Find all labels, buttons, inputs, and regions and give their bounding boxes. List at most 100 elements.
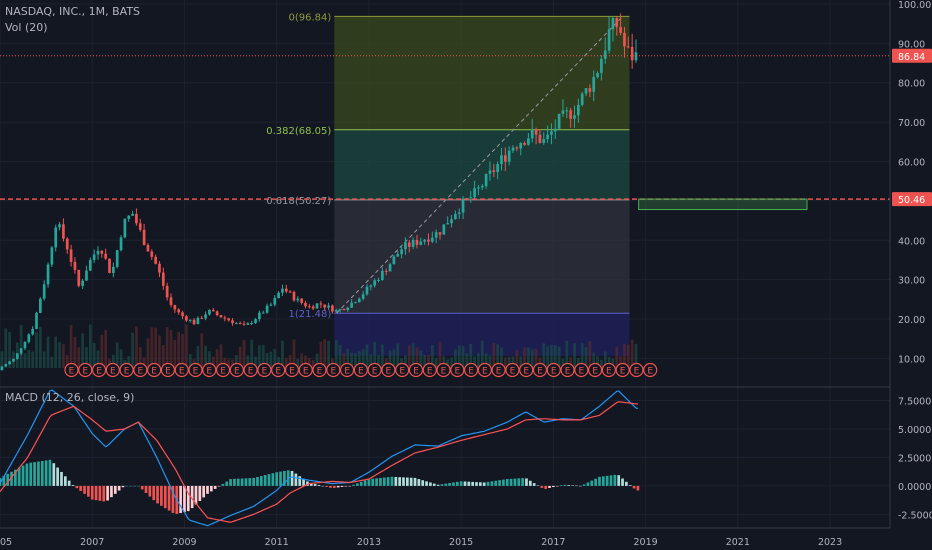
macd-histogram-bar xyxy=(113,485,117,494)
candle-body xyxy=(219,315,223,318)
volume-bar xyxy=(304,355,307,368)
macd-histogram-bar xyxy=(98,485,102,501)
candle-body xyxy=(58,224,61,228)
volume-bar xyxy=(446,359,450,368)
volume-bar xyxy=(450,357,453,368)
time-tick-label: 2015 xyxy=(449,537,473,548)
time-tick-label: 2009 xyxy=(172,537,196,548)
macd-histogram-bar xyxy=(17,467,21,486)
candle-body xyxy=(519,143,523,149)
price-tick-label: 60.00 xyxy=(898,157,925,168)
volume-bar xyxy=(338,345,342,368)
macd-histogram-bar xyxy=(548,485,551,488)
earnings-marker-label: E xyxy=(151,367,157,377)
macd-histogram-bar xyxy=(313,483,317,486)
earnings-marker-label: E xyxy=(413,367,419,377)
volume-bar xyxy=(404,355,407,368)
earnings-marker-label: E xyxy=(96,367,102,377)
candle-body xyxy=(623,32,626,47)
earnings-marker-label: E xyxy=(647,367,653,377)
earnings-marker xyxy=(587,362,603,378)
macd-histogram-bar xyxy=(390,476,394,486)
candle-body xyxy=(484,173,488,187)
macd-histogram-bar xyxy=(236,478,240,486)
macd-histogram-bar xyxy=(429,482,432,486)
volume-bar xyxy=(284,358,288,368)
candle-body xyxy=(65,238,69,250)
candle-body xyxy=(434,232,438,238)
candle-body xyxy=(265,305,269,313)
earnings-marker xyxy=(312,362,327,378)
macd-histogram-bar xyxy=(140,485,144,490)
volume-bar xyxy=(300,353,304,368)
earnings-marker xyxy=(339,362,355,378)
candle-body xyxy=(592,77,596,92)
earnings-marker-label: E xyxy=(275,367,281,377)
macd-histogram-bar xyxy=(555,485,559,487)
candle-body xyxy=(46,264,50,285)
price-tick-label: 10.00 xyxy=(898,354,925,365)
volume-bar xyxy=(138,347,142,368)
candle-body xyxy=(346,307,350,311)
macd-histogram-bar xyxy=(559,485,563,486)
macd-histogram-bar xyxy=(67,480,71,486)
earnings-marker xyxy=(119,362,134,378)
earnings-marker xyxy=(546,362,561,378)
macd-histogram-bar xyxy=(344,485,348,487)
earnings-marker-label: E xyxy=(344,367,350,377)
volume-bar xyxy=(538,357,542,368)
candle-body xyxy=(246,323,250,325)
macd-histogram-bar xyxy=(183,485,186,513)
candle-body xyxy=(496,164,499,172)
candle-body xyxy=(81,280,84,286)
earnings-marker xyxy=(202,362,217,378)
macd-histogram-bar xyxy=(521,478,524,486)
macd-histogram-bar xyxy=(386,477,390,486)
earnings-marker-label: E xyxy=(330,367,336,377)
candle-body xyxy=(354,302,357,304)
volume-bar xyxy=(119,349,123,368)
macd-histogram-bar xyxy=(609,475,613,486)
macd-histogram-bar xyxy=(225,481,229,486)
candle-body xyxy=(404,242,407,250)
volume-bar xyxy=(204,345,207,368)
volume-bar xyxy=(35,332,38,368)
price-tick-label: 90.00 xyxy=(898,39,925,50)
candle-body xyxy=(415,239,419,245)
macd-histogram-bar xyxy=(56,467,59,486)
candle-body xyxy=(327,305,330,308)
macd-histogram-bar xyxy=(455,481,459,486)
candle-body xyxy=(603,50,607,59)
macd-histogram-bar xyxy=(421,480,425,486)
price-label-tag xyxy=(892,48,932,63)
volume-bar xyxy=(308,358,311,368)
volume-bar xyxy=(242,340,246,368)
macd-histogram-bar xyxy=(71,485,75,486)
candle-body xyxy=(580,93,584,105)
volume-bar xyxy=(173,340,177,368)
volume-bar xyxy=(469,343,473,368)
candle-body xyxy=(423,239,426,242)
volume-bar xyxy=(381,344,384,368)
earnings-marker xyxy=(160,362,176,378)
volume-bar xyxy=(342,353,346,368)
macd-histogram-bar xyxy=(586,482,590,486)
candle-body xyxy=(281,288,284,293)
macd-histogram-bar xyxy=(267,474,271,486)
macd-tick-label: 0.0000 xyxy=(898,482,931,493)
macd-histogram-bar xyxy=(152,485,156,501)
macd-histogram-bar xyxy=(452,482,455,486)
macd-histogram-bar xyxy=(571,485,574,486)
candle-body xyxy=(407,242,411,247)
macd-histogram-bar xyxy=(133,485,136,487)
volume-bar xyxy=(438,341,442,368)
volume-bar xyxy=(150,327,154,368)
price-label-tag xyxy=(892,192,932,207)
chart-overlays[interactable] xyxy=(0,55,890,211)
earnings-marker xyxy=(381,362,396,378)
volume-bar xyxy=(261,345,265,368)
candle-body xyxy=(135,213,138,224)
macd-histogram-bar xyxy=(448,483,451,486)
